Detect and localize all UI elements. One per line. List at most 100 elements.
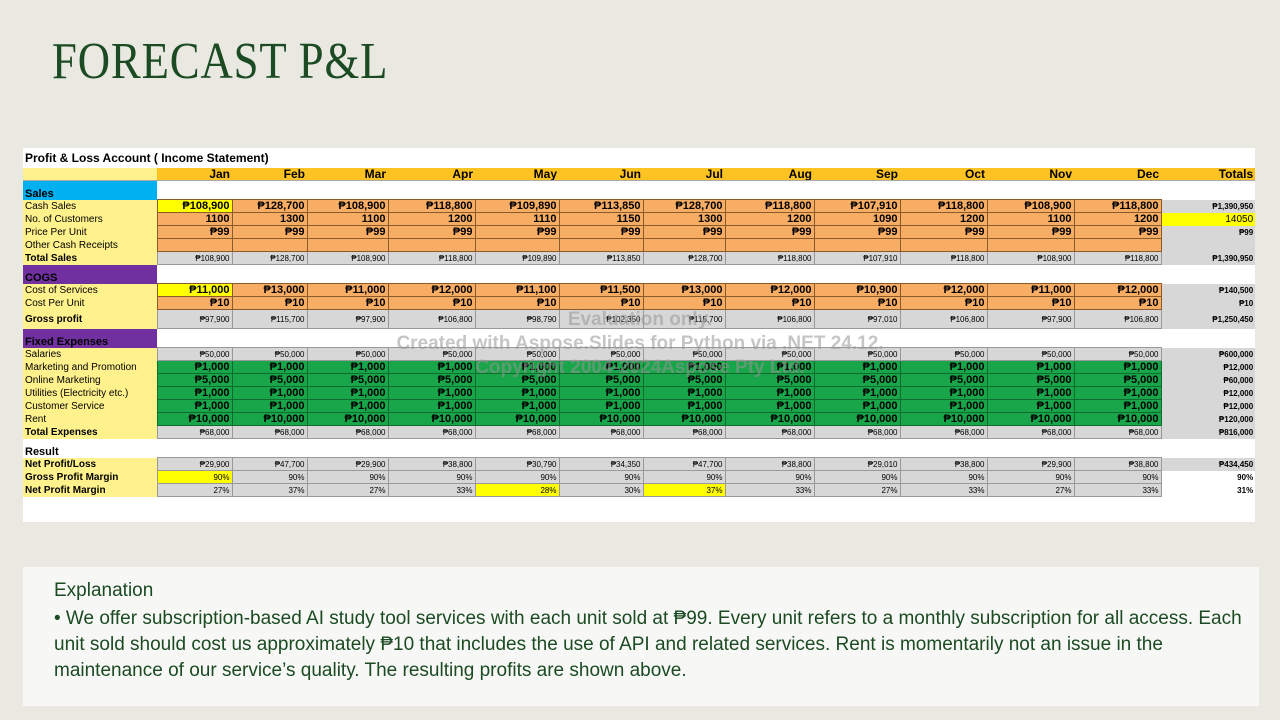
table-cell: ₱106,800 bbox=[1073, 309, 1162, 329]
table-cell: ₱5,000 bbox=[231, 373, 308, 387]
table-cell: 33% bbox=[724, 483, 815, 497]
slide-title: FORECAST P&L bbox=[52, 33, 389, 90]
table-cell: 27% bbox=[156, 483, 233, 497]
section-label: Fixed Expenses bbox=[23, 328, 157, 348]
table-cell: ₱5,000 bbox=[813, 373, 901, 387]
row-total: 90% bbox=[1161, 470, 1256, 484]
month-header-jan: Jan bbox=[157, 168, 232, 181]
month-header-feb: Feb bbox=[232, 168, 307, 181]
table-cell: ₱68,000 bbox=[724, 425, 815, 439]
table-cell: ₱10,000 bbox=[231, 412, 308, 426]
table-cell: ₱30,790 bbox=[474, 457, 560, 471]
table-cell: ₱99 bbox=[156, 225, 233, 239]
section-row: Result bbox=[23, 438, 1255, 458]
table-cell: 30% bbox=[558, 483, 644, 497]
table-row: Utilities (Electricity etc.) ₱1,000 ₱1,000… bbox=[23, 386, 1256, 400]
table-cell: ₱118,800 bbox=[899, 251, 988, 265]
row-label: Total Sales bbox=[23, 251, 157, 265]
row-total: ₱1,390,950 bbox=[1161, 251, 1256, 265]
table-cell: ₱10,000 bbox=[558, 412, 644, 426]
table-cell: ₱99 bbox=[724, 225, 815, 239]
row-label: Salaries bbox=[23, 347, 157, 361]
table-cell: ₱1,000 bbox=[474, 360, 560, 374]
table-cell: ₱1,000 bbox=[387, 386, 476, 400]
table-cell: ₱1,000 bbox=[306, 399, 389, 413]
table-cell: ₱1,000 bbox=[899, 360, 988, 374]
table-cell: ₱1,000 bbox=[899, 399, 988, 413]
table-cell: ₱38,800 bbox=[1073, 457, 1162, 471]
month-header-may: May bbox=[475, 168, 559, 181]
table-cell: ₱10,000 bbox=[899, 412, 988, 426]
table-cell bbox=[474, 238, 560, 252]
table-cell: ₱29,900 bbox=[986, 457, 1075, 471]
table-cell: ₱5,000 bbox=[306, 373, 389, 387]
table-cell: 1300 bbox=[642, 212, 726, 226]
table-cell: ₱1,000 bbox=[1073, 360, 1162, 374]
table-cell: ₱99 bbox=[642, 225, 726, 239]
table-cell: 90% bbox=[899, 470, 988, 484]
table-cell: ₱10 bbox=[642, 296, 726, 310]
table-cell: ₱47,700 bbox=[642, 457, 726, 471]
table-row: Marketing and Promotion ₱1,000 ₱1,000 ₱1,00… bbox=[23, 360, 1256, 374]
table-cell: ₱1,000 bbox=[474, 386, 560, 400]
table-cell: 90% bbox=[474, 470, 560, 484]
table-cell: ₱11,000 bbox=[986, 283, 1075, 297]
table-cell: ₱99 bbox=[813, 225, 901, 239]
totals-header: Totals bbox=[1161, 168, 1256, 181]
table-cell: ₱68,000 bbox=[474, 425, 560, 439]
table-cell: ₱128,700 bbox=[231, 251, 308, 265]
month-header-oct: Oct bbox=[900, 168, 987, 181]
table-cell: ₱50,000 bbox=[813, 347, 901, 361]
table-cell: ₱5,000 bbox=[899, 373, 988, 387]
table-cell: ₱107,910 bbox=[813, 251, 901, 265]
table-cell: ₱1,000 bbox=[156, 399, 233, 413]
table-cell bbox=[899, 238, 988, 252]
table-cell: ₱68,000 bbox=[899, 425, 988, 439]
table-cell: ₱10 bbox=[986, 296, 1075, 310]
table-cell: 90% bbox=[156, 470, 233, 484]
table-cell: ₱128,700 bbox=[642, 199, 726, 213]
table-cell: ₱29,900 bbox=[306, 457, 389, 471]
table-row: Gross Profit Margin 90% 90% 90% 90% 90% 90% 90%… bbox=[23, 470, 1256, 484]
table-cell: ₱5,000 bbox=[1073, 373, 1162, 387]
table-cell: ₱1,000 bbox=[1073, 386, 1162, 400]
table-cell: ₱10 bbox=[474, 296, 560, 310]
table-cell: 27% bbox=[986, 483, 1075, 497]
table-cell: ₱50,000 bbox=[724, 347, 815, 361]
table-cell bbox=[986, 238, 1075, 252]
month-header-jul: Jul bbox=[643, 168, 725, 181]
table-cell: ₱102,350 bbox=[558, 309, 644, 329]
table-cell: ₱13,000 bbox=[642, 283, 726, 297]
section-row: Fixed Expenses bbox=[23, 328, 1255, 348]
table-cell: 90% bbox=[986, 470, 1075, 484]
table-cell: 90% bbox=[1073, 470, 1162, 484]
table-cell: ₱106,800 bbox=[387, 309, 476, 329]
table-cell: ₱12,000 bbox=[387, 283, 476, 297]
table-cell: ₱29,900 bbox=[156, 457, 233, 471]
table-cell: ₱1,000 bbox=[558, 386, 644, 400]
table-cell bbox=[724, 238, 815, 252]
table-cell bbox=[1073, 238, 1162, 252]
table-cell: ₱97,900 bbox=[156, 309, 233, 329]
table-cell: ₱68,000 bbox=[986, 425, 1075, 439]
table-cell: 90% bbox=[231, 470, 308, 484]
table-cell: ₱47,700 bbox=[231, 457, 308, 471]
table-cell: ₱12,000 bbox=[899, 283, 988, 297]
row-label: Customer Service bbox=[23, 399, 157, 413]
table-cell: ₱1,000 bbox=[156, 360, 233, 374]
table-cell: ₱50,000 bbox=[558, 347, 644, 361]
table-row: Net Profit/Loss ₱29,900 ₱47,700 ₱29,900 ₱38,… bbox=[23, 457, 1256, 471]
table-cell: ₱1,000 bbox=[986, 386, 1075, 400]
table-cell: ₱1,000 bbox=[306, 360, 389, 374]
table-cell: ₱68,000 bbox=[306, 425, 389, 439]
table-row: Other Cash Receipts bbox=[23, 238, 1256, 252]
row-total: ₱140,500 bbox=[1161, 283, 1256, 297]
sheet-title: Profit & Loss Account ( Income Statement… bbox=[25, 150, 269, 165]
table-cell: ₱1,000 bbox=[231, 360, 308, 374]
table-row: Cost Per Unit ₱10 ₱10 ₱10 ₱10 ₱10 ₱10 ₱10 ₱10 ₱10… bbox=[23, 296, 1256, 310]
month-header-aug: Aug bbox=[725, 168, 814, 181]
table-cell: ₱5,000 bbox=[387, 373, 476, 387]
table-cell: ₱1,000 bbox=[558, 360, 644, 374]
row-total: ₱12,000 bbox=[1161, 386, 1256, 400]
row-total: 31% bbox=[1161, 483, 1256, 497]
